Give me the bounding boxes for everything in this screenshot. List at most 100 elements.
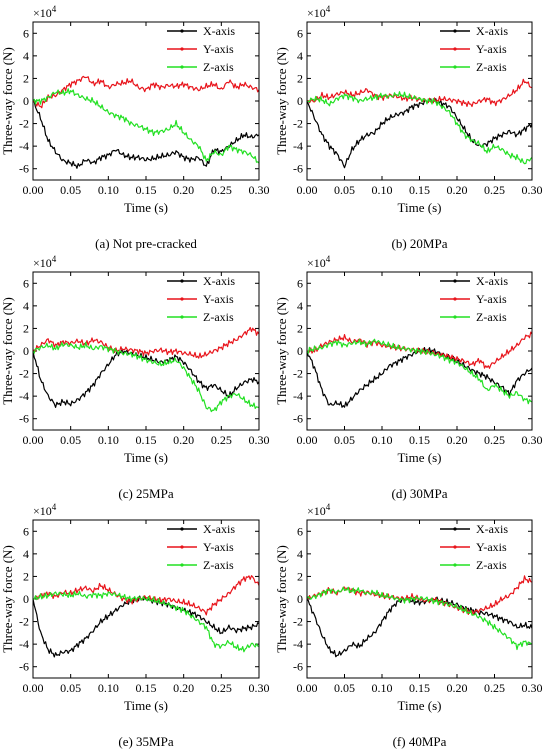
y-tick-label: 6	[23, 276, 29, 290]
x-axis-label: Time (s)	[124, 698, 168, 713]
series-group	[33, 75, 259, 169]
series-group	[307, 78, 532, 169]
legend-label-x: X-axis	[203, 522, 235, 536]
y-tick-label: 0	[23, 592, 29, 606]
legend-label-z: Z-axis	[203, 60, 234, 74]
legend-marker-y	[453, 297, 457, 301]
series-line-y	[33, 575, 259, 616]
x-tick-label: 0.05	[334, 183, 355, 197]
x-tick-label: 0.05	[60, 681, 81, 695]
y-tick-label: -4	[19, 389, 29, 403]
x-tick-label: 0.00	[23, 681, 44, 695]
series-group	[307, 575, 532, 658]
legend-marker-z	[180, 315, 184, 319]
series-group	[33, 575, 259, 658]
x-tick-label: 0.15	[409, 183, 430, 197]
x-axis-label: Time (s)	[124, 200, 168, 215]
x-tick-label: 0.30	[522, 183, 543, 197]
panel-caption: (a) Not pre-cracked	[95, 236, 197, 251]
x-axis-label: Time (s)	[398, 450, 442, 465]
x-tick-label: 0.10	[98, 681, 119, 695]
y-tick-label: -2	[19, 117, 29, 131]
series-line-x	[33, 100, 259, 169]
x-tick-label: 0.10	[372, 433, 393, 447]
plot-frame	[32, 519, 260, 679]
y-tick-label: 4	[297, 49, 303, 63]
y-tick-label: 4	[297, 299, 303, 313]
x-tick-label: 0.10	[372, 681, 393, 695]
x-tick-label: 0.25	[484, 433, 505, 447]
x-tick-label: 0.20	[447, 681, 468, 695]
x-tick-label: 0.00	[23, 433, 44, 447]
legend-label-y: Y-axis	[203, 540, 234, 554]
x-tick-label: 0.30	[249, 681, 270, 695]
y-tick-label: -4	[293, 139, 303, 153]
legend-label-y: Y-axis	[203, 292, 234, 306]
y-axis-label: Three-way force (N)	[0, 297, 15, 405]
x-tick-label: 0.10	[372, 183, 393, 197]
legend-marker-z	[180, 65, 184, 69]
y-tick-label: 2	[23, 71, 29, 85]
plot-frame	[306, 271, 533, 431]
panel-caption: (f) 40MPa	[393, 734, 447, 749]
series-line-x	[307, 98, 532, 169]
legend-label-x: X-axis	[203, 24, 235, 38]
x-axis-label: Time (s)	[398, 698, 442, 713]
y-tick-label: 6	[23, 26, 29, 40]
x-tick-label: 0.25	[211, 433, 232, 447]
y-tick-label: 0	[297, 592, 303, 606]
series-line-z	[33, 341, 259, 413]
legend-marker-x	[180, 279, 184, 283]
y-tick-label: -6	[293, 412, 303, 426]
x-tick-label: 0.00	[297, 183, 318, 197]
series-line-y	[33, 326, 259, 359]
legend-marker-x	[453, 29, 457, 33]
series-line-y	[33, 75, 259, 109]
x-tick-label: 0.15	[409, 433, 430, 447]
y-tick-label: -6	[293, 660, 303, 674]
legend-marker-z	[180, 563, 184, 567]
x-tick-label: 0.20	[173, 433, 194, 447]
legend-label-y: Y-axis	[476, 540, 507, 554]
y-tick-label: -4	[293, 389, 303, 403]
y-tick-label: 6	[297, 276, 303, 290]
series-line-z	[307, 586, 532, 651]
y-tick-label: -6	[19, 412, 29, 426]
series-line-z	[307, 338, 532, 405]
x-tick-label: 0.30	[249, 183, 270, 197]
legend-label-y: Y-axis	[476, 292, 507, 306]
y-tick-label: 4	[23, 547, 29, 561]
series-line-z	[33, 88, 259, 164]
x-tick-label: 0.10	[98, 433, 119, 447]
series-line-z	[307, 91, 532, 165]
legend-marker-x	[180, 527, 184, 531]
x-tick-label: 0.25	[484, 681, 505, 695]
chart-panel-6: -6 -4 -2 0 2 4 6 0.00 0.05 0.10 0.15 0.20 0.25 0.30 ×1…	[274, 502, 543, 749]
legend-marker-y	[453, 545, 457, 549]
y-tick-label: -2	[19, 367, 29, 381]
chart-panel-4: -6 -4 -2 0 2 4 6 0.00 0.05 0.10 0.15 0.20 0.25 0.30 ×1…	[274, 254, 543, 501]
legend-label-y: Y-axis	[476, 42, 507, 56]
y-axis-label: Three-way force (N)	[274, 47, 289, 155]
y-tick-label: -4	[19, 637, 29, 651]
y-tick-label: 6	[297, 524, 303, 538]
x-tick-label: 0.05	[60, 183, 81, 197]
series-group	[307, 331, 532, 408]
y-tick-label: 2	[297, 71, 303, 85]
legend-marker-y	[180, 47, 184, 51]
y-tick-label: 4	[23, 299, 29, 313]
legend-label-x: X-axis	[476, 522, 508, 536]
x-axis-label: Time (s)	[124, 450, 168, 465]
y-tick-label: -2	[293, 367, 303, 381]
chart-panel-5: -6 -4 -2 0 2 4 6 0.00 0.05 0.10 0.15 0.20 0.25 0.30 ×1…	[0, 502, 270, 749]
x-tick-label: 0.15	[136, 433, 157, 447]
x-tick-label: 0.30	[249, 433, 270, 447]
panel-caption: (e) 35MPa	[118, 734, 173, 749]
y-tick-label: -2	[293, 117, 303, 131]
y-tick-label: -4	[293, 637, 303, 651]
legend-marker-y	[180, 545, 184, 549]
legend-marker-x	[180, 29, 184, 33]
x-tick-label: 0.15	[136, 183, 157, 197]
panel-caption: (b) 20MPa	[392, 236, 448, 251]
